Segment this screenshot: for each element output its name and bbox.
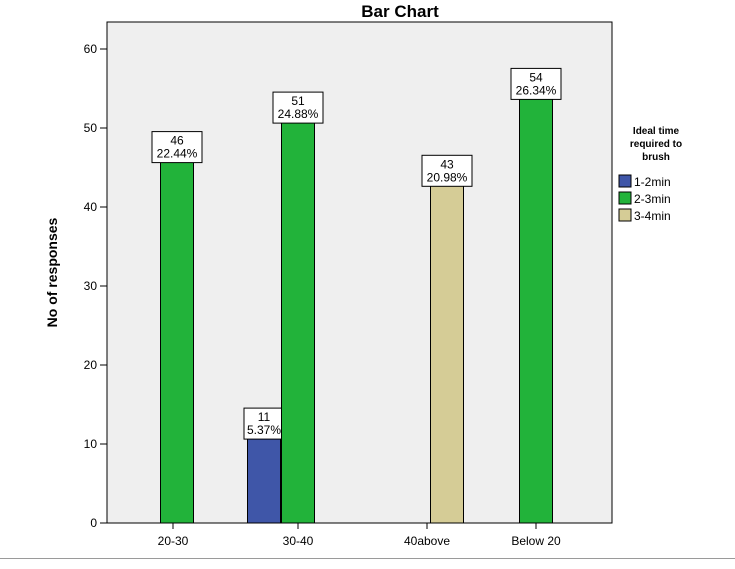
bottom-divider: [0, 558, 735, 559]
y-tick-label: 50: [84, 121, 98, 135]
y-tick-label: 0: [90, 516, 97, 530]
x-tick-label: 20-30: [158, 534, 189, 548]
data-label-box: [421, 154, 473, 187]
data-label-percent: 20.98%: [427, 170, 468, 184]
data-label-box: [243, 407, 285, 440]
bar-2-3min: [519, 95, 553, 524]
data-label-count: 54: [529, 70, 543, 84]
x-tick-label: 30-40: [283, 534, 314, 548]
legend-swatch: [618, 208, 632, 222]
data-label-count: 46: [170, 134, 184, 148]
chart-title: Bar Chart: [361, 2, 439, 21]
y-tick-label: 40: [84, 200, 98, 214]
y-tick-label: 30: [84, 279, 98, 293]
data-label-percent: 26.34%: [516, 83, 557, 97]
legend-title-line: Ideal time: [633, 126, 680, 137]
legend-label: 2-3min: [634, 192, 671, 206]
y-tick-label: 10: [84, 437, 98, 451]
legend-label: 1-2min: [634, 175, 671, 189]
data-label-percent: 5.37%: [247, 423, 281, 437]
legend-title-line: brush: [642, 152, 670, 163]
bar-1-2min: [247, 435, 281, 524]
legend-swatch: [618, 191, 632, 205]
y-axis-label: No of responses: [44, 217, 60, 327]
x-tick-label: 40above: [404, 534, 450, 548]
data-label-percent: 24.88%: [278, 107, 319, 121]
data-label-box: [151, 131, 203, 164]
bar-2-3min: [281, 119, 315, 524]
data-label-box: [272, 91, 324, 124]
data-label-count: 51: [291, 94, 305, 108]
data-label-count: 43: [440, 157, 454, 171]
y-tick-label: 60: [84, 42, 98, 56]
bar-3-4min: [430, 182, 464, 524]
bar-2-3min: [160, 159, 194, 524]
legend-swatch: [618, 174, 632, 188]
legend-label: 3-4min: [634, 209, 671, 223]
legend-title-line: required to: [630, 139, 682, 150]
data-label-box: [510, 67, 562, 100]
y-tick-label: 20: [84, 358, 98, 372]
data-label-percent: 22.44%: [157, 147, 198, 161]
data-label-count: 11: [258, 410, 271, 424]
x-tick-label: Below 20: [511, 534, 561, 548]
